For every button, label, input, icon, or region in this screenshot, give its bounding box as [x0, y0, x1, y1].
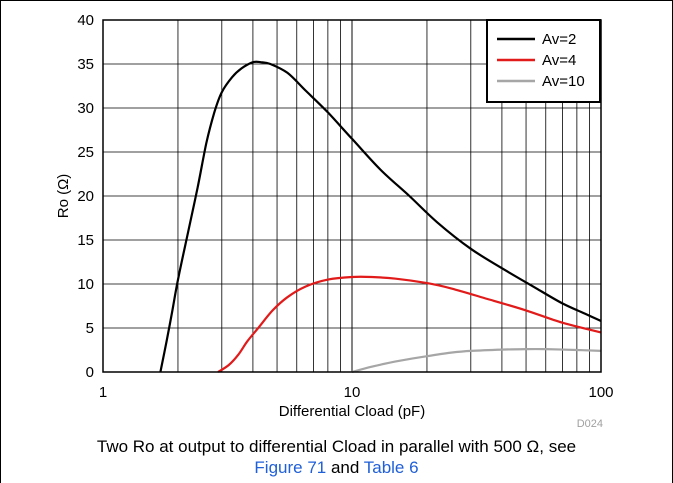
legend-label: Av=10: [542, 73, 585, 90]
grid-lines: [102, 19, 602, 373]
series-line-3: [351, 347, 602, 374]
legend-label: Av=4: [542, 52, 576, 69]
series-layer: [159, 60, 602, 374]
ro-vs-cload-chart: 0 5 10 15 20 25 30 35 40 1 10 100 Ro (Ω) Different…: [55, 12, 614, 430]
y-tick-label: 35: [77, 56, 94, 73]
x-axis-label: Differential Cload (pF): [279, 403, 425, 420]
legend-label: Av=2: [542, 31, 576, 48]
caption-line-1: Two Ro at output to differential Cload i…: [96, 437, 577, 456]
caption-line-2: Figure 71 and Table 6: [0, 457, 673, 478]
y-tick-label: 10: [77, 276, 94, 293]
caption-and-text: and: [326, 458, 364, 477]
y-tick-label: 30: [77, 100, 94, 117]
y-tick-label: 40: [77, 12, 94, 29]
x-tick-labels: 1 10 100: [99, 384, 614, 401]
figure-id-watermark: D024: [577, 418, 603, 430]
y-tick-label: 15: [77, 232, 94, 249]
x-tick-label: 100: [588, 384, 613, 401]
x-tick-label: 1: [99, 384, 107, 401]
y-tick-label: 5: [86, 320, 94, 337]
y-axis-label: Ro (Ω): [55, 174, 72, 219]
y-tick-labels: 0 5 10 15 20 25 30 35 40: [77, 12, 94, 381]
legend: Av=2 Av=4 Av=10: [486, 19, 601, 103]
y-tick-label: 25: [77, 144, 94, 161]
plot-area-frame: [102, 19, 602, 373]
figure-71-link[interactable]: Figure 71: [254, 458, 327, 477]
y-tick-label: 0: [86, 364, 94, 381]
series-line-1: [159, 60, 602, 373]
series-line-2: [217, 275, 602, 373]
frame-top-border: [0, 0, 673, 1]
y-tick-label: 20: [77, 188, 94, 205]
table-6-link[interactable]: Table 6: [363, 458, 419, 477]
frame-left-border: [0, 0, 1, 483]
x-tick-label: 10: [344, 384, 361, 401]
